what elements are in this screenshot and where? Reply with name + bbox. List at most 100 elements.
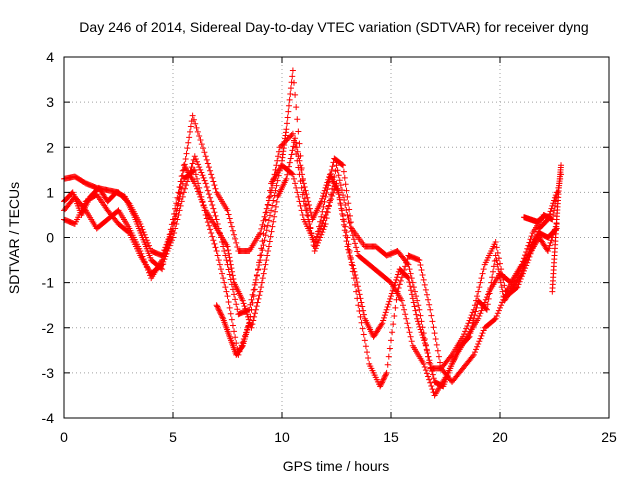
data-point xyxy=(163,246,170,253)
data-point xyxy=(319,192,326,199)
data-point xyxy=(213,248,220,255)
data-point xyxy=(519,267,526,274)
data-point xyxy=(420,360,427,367)
data-point xyxy=(267,193,274,200)
data-point xyxy=(346,220,353,227)
data-point xyxy=(231,231,238,238)
data-point xyxy=(340,216,347,223)
data-point xyxy=(289,73,296,80)
data-point xyxy=(260,242,267,249)
data-point xyxy=(470,315,477,322)
data-point xyxy=(285,108,292,115)
data-point xyxy=(232,334,239,341)
data-point xyxy=(234,306,241,313)
data-point xyxy=(312,245,319,252)
data-point xyxy=(250,317,257,324)
data-point xyxy=(340,168,347,175)
data-point xyxy=(187,123,194,130)
data-point xyxy=(258,245,265,252)
data-point xyxy=(225,250,232,257)
data-point xyxy=(294,189,301,196)
data-point xyxy=(316,237,323,244)
data-point xyxy=(233,301,240,308)
data-point xyxy=(414,297,421,304)
data-point xyxy=(307,209,314,216)
data-point xyxy=(328,196,335,203)
data-point xyxy=(251,310,258,317)
data-point xyxy=(259,275,266,282)
data-point xyxy=(265,194,272,201)
data-point xyxy=(192,171,199,178)
data-point xyxy=(429,318,436,325)
data-point xyxy=(284,114,291,121)
data-point xyxy=(227,219,234,226)
data-point xyxy=(340,162,347,169)
data-point xyxy=(273,198,280,205)
data-point xyxy=(246,320,253,327)
data-point xyxy=(360,331,367,338)
data-point xyxy=(492,315,499,322)
data-point xyxy=(284,120,291,127)
data-point xyxy=(395,285,402,292)
data-point xyxy=(254,299,261,306)
chart-title: Day 246 of 2014, Sidereal Day-to-day VTE… xyxy=(79,19,588,35)
data-point xyxy=(255,266,262,273)
data-point xyxy=(253,303,260,310)
data-point xyxy=(215,257,222,264)
data-point xyxy=(230,276,237,283)
data-point xyxy=(378,380,385,387)
data-point xyxy=(345,200,352,207)
data-point xyxy=(433,341,440,348)
data-point xyxy=(184,178,191,185)
data-point xyxy=(325,202,332,209)
data-point xyxy=(299,175,306,182)
data-point xyxy=(243,308,250,315)
data-point xyxy=(285,167,292,174)
data-point xyxy=(334,167,341,174)
data-point xyxy=(429,371,436,378)
data-point xyxy=(270,197,277,204)
data-point xyxy=(178,173,185,180)
data-point xyxy=(233,340,240,347)
data-point xyxy=(426,301,433,308)
data-point xyxy=(428,368,435,375)
data-point xyxy=(413,293,420,300)
data-point xyxy=(167,226,174,233)
data-point xyxy=(411,288,418,295)
data-point xyxy=(311,248,318,255)
data-point xyxy=(421,337,428,344)
data-point xyxy=(198,196,205,203)
data-point xyxy=(359,303,366,310)
data-point xyxy=(198,141,205,148)
data-point xyxy=(471,349,478,356)
data-point xyxy=(268,228,275,235)
data-point xyxy=(411,303,418,310)
data-point xyxy=(317,234,324,241)
data-point xyxy=(472,308,479,315)
data-point xyxy=(492,252,499,259)
data-point xyxy=(415,302,422,309)
data-point xyxy=(242,305,249,312)
data-point xyxy=(185,139,192,146)
data-point xyxy=(357,295,364,302)
y-tick-label: 1 xyxy=(46,184,54,200)
data-point xyxy=(490,263,497,270)
data-point xyxy=(223,257,230,264)
data-point xyxy=(419,331,426,338)
data-point xyxy=(302,187,309,194)
data-point xyxy=(386,298,393,305)
data-point xyxy=(358,319,365,326)
data-point xyxy=(408,287,415,294)
data-point xyxy=(174,194,181,201)
data-point xyxy=(300,180,307,187)
data-point xyxy=(274,177,281,184)
data-point xyxy=(546,242,553,249)
data-point xyxy=(319,229,326,236)
data-point xyxy=(329,163,336,170)
data-point xyxy=(229,268,236,275)
data-point xyxy=(227,310,234,317)
data-point xyxy=(391,282,398,289)
data-point xyxy=(258,284,265,291)
data-point xyxy=(192,155,199,162)
data-point xyxy=(275,153,282,160)
